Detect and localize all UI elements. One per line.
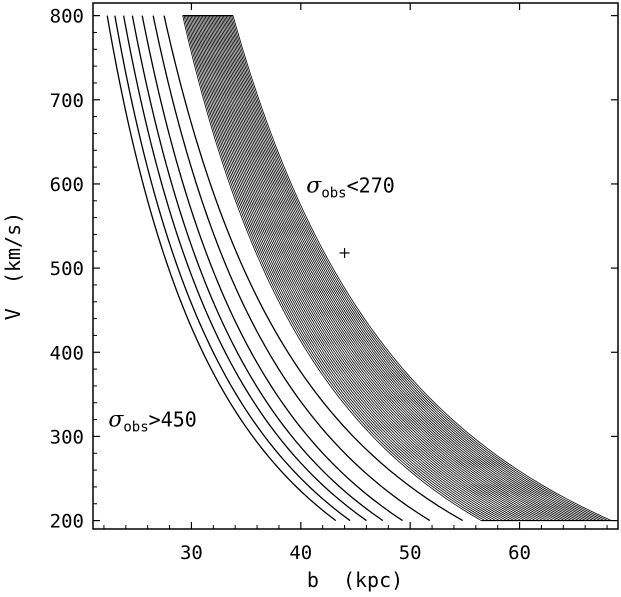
- band-line: [201, 15, 533, 521]
- band-line: [221, 15, 583, 521]
- band-line: [224, 15, 590, 521]
- band-line: [210, 15, 554, 521]
- curve-series: [106, 15, 464, 522]
- y-tick-label: 400: [50, 342, 84, 364]
- band-line: [197, 15, 522, 521]
- band-line: [214, 15, 565, 521]
- band-line: [217, 15, 572, 521]
- x-axis-ticks: 30 40 50 60: [103, 3, 608, 564]
- band-line: [231, 15, 608, 521]
- x-axis-title: b (kpc): [307, 568, 403, 592]
- band-line: [229, 15, 605, 521]
- data-marker: [339, 247, 350, 258]
- band-line: [218, 15, 576, 521]
- annotation-label: σobs>450: [108, 407, 197, 435]
- band-line: [182, 15, 482, 521]
- band-line: [193, 15, 511, 521]
- band-line: [206, 15, 543, 521]
- plot-frame: [92, 2, 619, 530]
- band-line: [186, 15, 493, 521]
- y-tick-label: 500: [50, 258, 84, 280]
- curve-line: [106, 15, 337, 522]
- x-tick-label: 40: [289, 542, 312, 564]
- curve-line: [122, 15, 367, 522]
- band-line: [213, 15, 561, 521]
- band-line: [211, 15, 558, 521]
- curve-line: [152, 15, 431, 522]
- band-line: [207, 15, 547, 521]
- curve-line: [163, 15, 464, 522]
- y-tick-label: 200: [50, 511, 84, 533]
- shaded-band: [182, 15, 612, 522]
- x-tick-label: 30: [180, 542, 203, 564]
- band-line: [215, 15, 569, 521]
- y-tick-label: 800: [50, 6, 84, 28]
- band-line: [196, 15, 518, 521]
- band-line: [190, 15, 504, 521]
- band-line: [232, 15, 612, 521]
- annotations: σobs<270 σobs>450: [108, 173, 394, 435]
- band-line: [208, 15, 551, 521]
- band-line: [199, 15, 525, 521]
- band-line: [220, 15, 580, 521]
- y-tick-label: 600: [50, 174, 84, 196]
- curve-line: [131, 15, 384, 522]
- curve-line: [114, 15, 351, 522]
- x-tick-label: 60: [508, 542, 531, 564]
- y-axis-title: V (km/s): [1, 212, 25, 320]
- curve-line: [141, 15, 403, 522]
- band-line: [187, 15, 496, 521]
- band-line: [203, 15, 536, 521]
- band-line: [228, 15, 601, 521]
- band-line: [194, 15, 515, 521]
- x-tick-label: 50: [399, 542, 422, 564]
- y-axis-ticks: 200 300 400 500 600 700 800: [50, 6, 618, 533]
- band-line: [227, 15, 598, 521]
- band-line: [189, 15, 500, 521]
- band-line: [192, 15, 507, 521]
- band-line: [183, 15, 486, 521]
- y-tick-label: 700: [50, 90, 84, 112]
- band-line: [222, 15, 587, 521]
- y-tick-label: 300: [50, 426, 84, 448]
- band-line: [225, 15, 594, 521]
- band-line: [204, 15, 540, 521]
- band-line: [185, 15, 489, 521]
- annotation-label: σobs<270: [306, 173, 395, 201]
- band-line: [200, 15, 529, 521]
